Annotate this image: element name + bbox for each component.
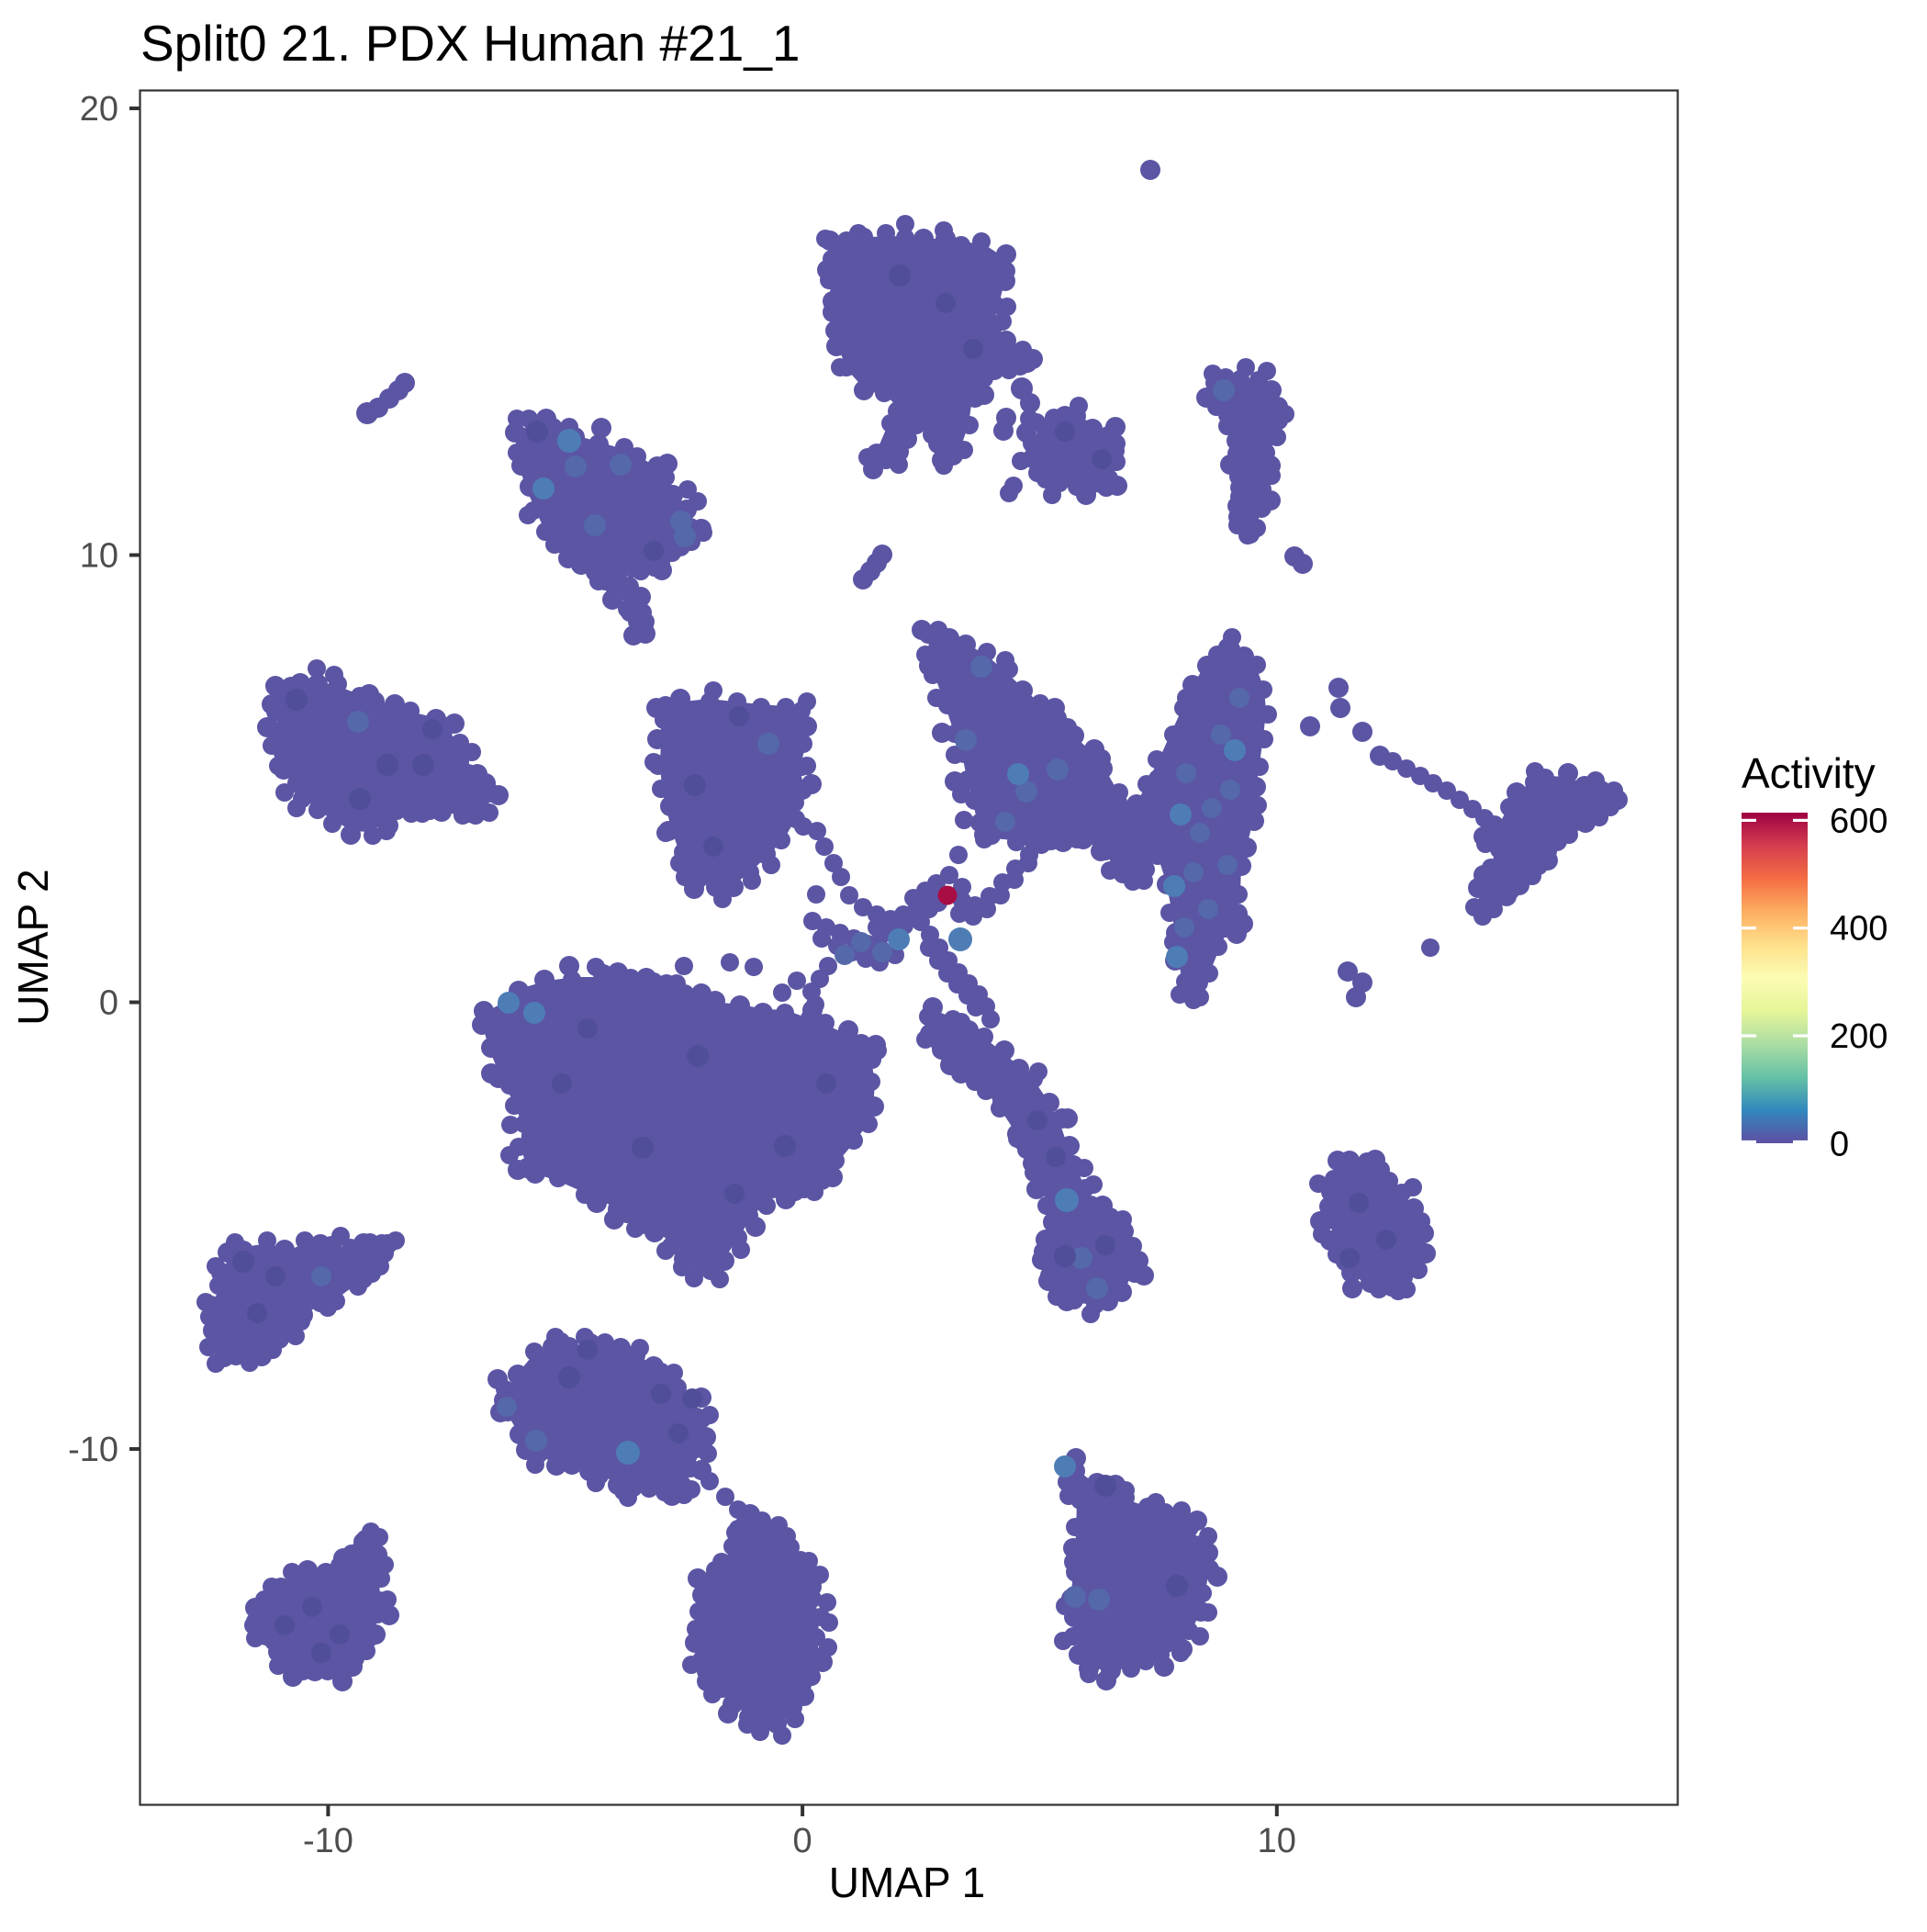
svg-text:UMAP 1: UMAP 1 [829, 1859, 985, 1906]
svg-text:10: 10 [80, 537, 118, 576]
svg-text:200: 200 [1830, 1017, 1888, 1056]
svg-text:20: 20 [80, 90, 118, 129]
svg-text:Activity: Activity [1742, 749, 1876, 797]
svg-text:10: 10 [1258, 1822, 1296, 1860]
svg-text:UMAP 2: UMAP 2 [9, 869, 57, 1025]
svg-text:-10: -10 [68, 1431, 118, 1469]
svg-text:0: 0 [1830, 1125, 1849, 1163]
svg-text:0: 0 [99, 984, 118, 1023]
svg-text:400: 400 [1830, 910, 1888, 949]
svg-text:600: 600 [1830, 802, 1888, 840]
svg-text:Split0 21. PDX Human #21_1: Split0 21. PDX Human #21_1 [140, 15, 801, 72]
svg-text:-10: -10 [303, 1822, 353, 1860]
svg-text:0: 0 [793, 1822, 812, 1860]
